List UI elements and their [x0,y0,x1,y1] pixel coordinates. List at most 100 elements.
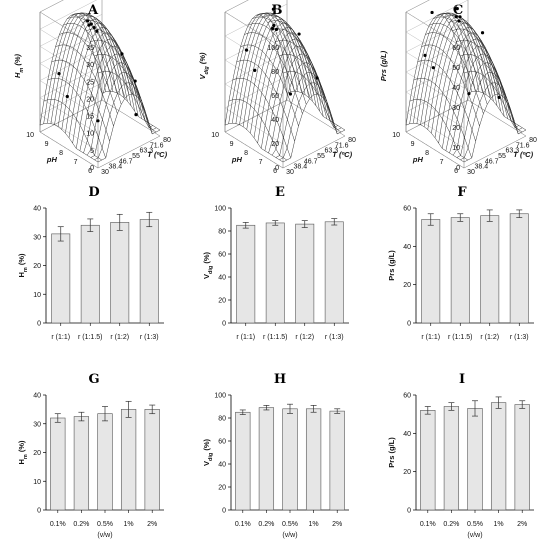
z-gridline [405,0,465,49]
surface-line [224,14,288,126]
bar [97,413,113,511]
z-gridline [224,75,288,145]
y-axis-label-unit: (g/L) [387,437,396,456]
z-axis-label-unit: (%) [13,53,22,67]
x-tick-label: r (1:1) [236,334,255,341]
y-axis-label: Prs (g/L) [387,250,396,281]
y-axis-label-unit: (%) [17,253,26,267]
data-point [480,31,485,35]
data-point [89,22,93,26]
y-tick-label: 8 [59,150,63,157]
z-gridline [405,19,469,89]
panel-h: H 0 20 40 60 80 100 0.1% 0.2% 0.5% 1% 2% (v/w) Vdig (… [202,372,349,539]
z-axis-label-sub: dig [204,66,210,75]
y-axis-label-sub: dig [208,453,214,461]
y-axis-label-main: V [202,461,211,466]
z-gridline [39,48,103,117]
y-tick-label: 10 [26,132,34,139]
x-tick-label: 71.6 [335,142,349,149]
z-tick-label: 60 [452,45,460,52]
z-gridline [39,0,99,66]
x-tick-label: 30 [101,169,109,176]
data-point [455,6,459,11]
x-tick-label: 71.6 [516,142,530,149]
bar [490,402,507,511]
x-tick-label: 0.2% [443,521,459,528]
z-gridline [39,14,103,83]
y-tick-label: 100 [214,393,226,400]
y-tick-label: 100 [214,206,226,213]
z-gridline [405,99,469,169]
z-tick-label: 100 [267,45,279,52]
z-gridline [405,0,469,69]
y-axis-label-main: Prs [387,269,396,281]
y-tick-label: 9 [45,141,49,148]
x-tick-label: 46.7 [119,158,133,165]
bar [421,219,441,324]
x-tick-label: 63.3 [325,148,339,155]
z-tick-label: 0 [90,165,94,172]
surface-line [431,22,494,134]
data-point [454,15,458,19]
y-tick-label: 40 [33,393,41,400]
surface-line [47,12,110,124]
y-tick-label: 10 [33,479,41,486]
bar [420,410,436,511]
y-tick-label: 60 [403,206,411,213]
data-point [95,29,99,33]
y-tick-label: 40 [218,462,226,469]
x-tick-label: r (1:3) [510,334,529,341]
bar [265,222,285,324]
y-axis-label-main: Prs [387,456,396,468]
surface-line [228,13,291,124]
y-tick-label: 10 [211,132,219,139]
y-axis-label: pH [231,155,243,164]
z-gridline [39,31,103,100]
z-axis-label-main: H [13,72,22,78]
x-axis-label: (v/w) [467,532,482,539]
x-tick-label: 0.5% [282,521,298,528]
x-tick-label: r (1:1) [421,334,440,341]
y-tick-label: 30 [33,234,41,241]
x-tick-label: 0.5% [97,521,113,528]
data-point [423,53,427,57]
z-tick-label: 25 [86,79,94,86]
surface-line [57,16,121,127]
data-point [134,113,138,117]
data-point [297,32,301,36]
panel-label-e: E [275,185,285,200]
y-tick-label: 80 [218,229,226,236]
y-tick-label: 9 [230,141,234,148]
bar [467,408,483,511]
y-tick-label: 8 [244,150,248,157]
y-tick-label: 6 [273,168,277,175]
x-tick-label: 38.4 [475,164,489,171]
z-gridline [405,79,469,149]
x-tick-label: r (1:1.5) [448,334,473,341]
y-axis-label: pH [412,155,424,164]
y-tick-label: 40 [403,244,411,251]
z-axis-label-main: V [198,74,207,80]
x-tick-label: 80 [348,137,356,144]
panel-label-c: C [453,3,463,18]
data-point [244,48,249,52]
surface-line [232,12,295,124]
bar [110,222,130,324]
surface-line [460,82,523,160]
surface-line [286,91,346,131]
z-axis-label: Prs (g/L) [379,50,388,81]
data-point [288,92,292,96]
x-tick-label: 46.7 [485,158,499,165]
z-tick-label: 30 [86,62,94,69]
surface-line [39,14,103,126]
z-tick-label: 40 [452,85,460,92]
y-axis-label-unit: (%) [202,438,211,452]
floor [405,99,527,169]
panel-label-h: H [274,372,286,387]
data-point [133,79,137,83]
y-tick-label: 40 [403,431,411,438]
y-axis-label-unit: (%) [17,440,26,454]
bar [144,409,160,511]
data-point [431,66,435,70]
data-point [467,92,471,96]
